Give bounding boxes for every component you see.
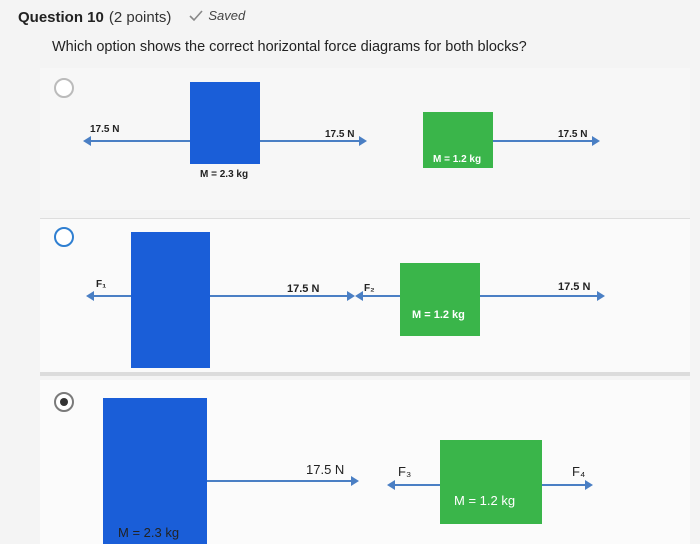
force-label: 17.5 N [558,281,591,293]
force-arrow-left [355,291,400,301]
force-label: F₂ [364,283,375,294]
answer-option-c[interactable]: 17.5 N M = 2.3 kg F₃ M = 1.2 kg F₄ [40,380,690,544]
force-label: F₄ [572,464,586,479]
force-arrow-left [86,291,131,301]
force-arrow-right [542,480,593,490]
force-arrow-right [210,291,355,301]
blue-block [131,232,210,368]
mass-label: M = 1.2 kg [412,309,465,321]
force-arrow-right [260,136,367,146]
question-title: Question 10 [18,8,104,26]
blue-block [190,82,260,164]
force-arrow-left [387,480,440,490]
mass-label: M = 2.3 kg [118,525,180,540]
force-label: F₁ [96,279,107,290]
green-block [440,440,542,524]
answer-option-a[interactable]: 17.5 N 17.5 N M = 2.3 kg M = 1.2 kg 17.5… [40,68,690,210]
radio-option-b[interactable] [54,227,74,247]
force-arrow-right [207,476,359,486]
force-label: 17.5 N [325,129,355,140]
saved-status: Saved [189,8,245,23]
saved-label: Saved [208,8,246,23]
mass-label: M = 2.3 kg [200,169,249,180]
question-points: (2 points) [108,8,172,26]
answer-option-b[interactable]: F₁ 17.5 N F₂ M = 1.2 kg 17.5 N [40,218,690,376]
force-label: 17.5 N [306,462,345,477]
radio-option-c[interactable] [54,392,74,412]
force-label: 17.5 N [287,283,320,295]
question-header: Question 10 (2 points) Saved [18,8,245,26]
blue-block [103,398,207,544]
radio-option-a[interactable] [54,78,74,98]
force-arrow-right [480,291,605,301]
force-arrow-left [83,136,190,146]
green-block [400,263,480,336]
mass-label: M = 1.2 kg [454,493,516,508]
force-label: 17.5 N [558,129,588,140]
question-text: Which option shows the correct horizonta… [52,39,527,55]
green-block [423,112,493,168]
force-label: 17.5 N [90,124,120,135]
mass-label: M = 1.2 kg [433,154,482,165]
force-label: F₃ [398,464,412,479]
checkmark-icon [189,9,203,21]
force-arrow-right [493,136,600,146]
